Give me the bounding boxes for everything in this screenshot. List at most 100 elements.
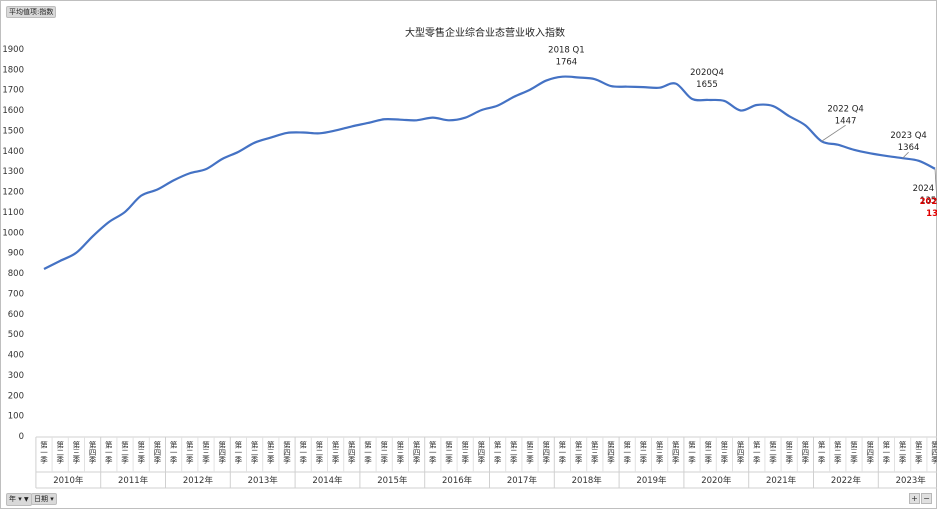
year-tick-label: 2011年 [118,475,149,486]
quarter-tick-label: 第一季 [169,440,178,465]
quarter-tick-label: 第三季 [655,440,664,465]
quarter-tick-label: 第一季 [493,440,502,465]
quarter-tick-label: 第一季 [428,440,437,465]
quarter-tick-label: 第二季 [574,440,583,465]
collapse-button[interactable]: − [921,493,932,504]
year-tick-label: 2020年 [701,475,732,486]
y-tick-label: 200 [8,391,24,401]
year-field-button[interactable]: 年 ▾ ▼ [6,493,32,506]
quarter-tick-label: 第一季 [622,440,631,465]
annotation-leader [902,151,909,159]
y-tick-label: 1000 [2,228,24,238]
quarter-tick-label: 第四季 [153,440,162,465]
y-tick-label: 1600 [2,106,24,116]
y-tick-label: 1800 [2,65,24,75]
year-tick-label: 2015年 [377,475,408,486]
quarter-tick-label: 第二季 [315,440,324,465]
quarter-tick-label: 第三季 [849,440,858,465]
year-tick-label: 2016年 [442,475,473,486]
annotation-label: 2022 Q4 [827,104,863,114]
quarter-tick-label: 第三季 [914,440,923,465]
year-tick-label: 2022年 [831,475,862,486]
annotation-label: 2018 Q1 [548,46,584,56]
quarter-tick-label: 第四季 [541,440,550,465]
quarter-tick-label: 第三季 [784,440,793,465]
quarter-tick-label: 第四季 [865,440,874,465]
quarter-tick-label: 第一季 [882,440,891,465]
quarter-tick-label: 第二季 [250,440,259,465]
quarter-tick-label: 第二季 [185,440,194,465]
y-tick-label: 1900 [2,45,24,55]
quarter-tick-label: 第二季 [768,440,777,465]
filter-icon: ▼ [23,496,29,503]
quarter-tick-label: 第三季 [331,440,340,465]
y-tick-label: 1200 [2,188,24,198]
annotation-value: 1351 [920,196,937,206]
quarter-tick-label: 第一季 [558,440,567,465]
quarter-tick-label: 第四季 [347,440,356,465]
y-tick-label: 700 [8,289,24,299]
value-field-button[interactable]: 平均值项:指数 [6,6,57,18]
quarter-tick-label: 第二季 [703,440,712,465]
quarter-tick-label: 第三季 [396,440,405,465]
quarter-tick-label: 第三季 [720,440,729,465]
quarter-tick-label: 第二季 [55,440,64,465]
annotation-group: 2018 Q1 1764 2020Q4 1655 2022 Q4 1447 2023 Q4 1… [548,46,937,219]
quarter-tick-label: 第三季 [72,440,81,465]
quarter-tick-label: 第二季 [639,440,648,465]
y-tick-label: 1300 [2,167,24,177]
year-tick-label: 2010年 [53,475,84,486]
year-tick-label: 2023年 [896,475,927,486]
annotation-value: 1447 [835,116,857,126]
y-tick-label: 1500 [2,126,24,136]
dropdown-icon: ▾ [50,495,54,503]
y-tick-label: 1400 [2,147,24,157]
quarter-tick-label: 第三季 [266,440,275,465]
date-field-label: 日期 [34,495,48,503]
year-tick-label: 2014年 [312,475,343,486]
quarter-tick-label: 第二季 [120,440,129,465]
quarter-tick-label: 第四季 [477,440,486,465]
quarter-tick-label: 第一季 [234,440,243,465]
y-tick-label: 400 [8,351,24,361]
quarter-tick-label: 第三季 [460,440,469,465]
quarter-tick-label: 第一季 [298,440,307,465]
quarter-tick-label: 第一季 [687,440,696,465]
y-tick-label: 0 [19,432,24,442]
expand-button[interactable]: + [909,493,920,504]
year-tick-label: 2021年 [766,475,797,486]
quarter-tick-label: 第四季 [88,440,97,465]
quarter-tick-label: 第一季 [752,440,761,465]
y-tick-label: 100 [8,412,24,422]
year-tick-label: 2019年 [636,475,667,486]
annotation-label: 2020Q4 [690,68,724,78]
y-tick-label: 1700 [2,86,24,96]
quarter-tick-label: 第二季 [898,440,907,465]
quarter-tick-label: 第四季 [671,440,680,465]
annotation-label: 2024Q2 [920,197,937,207]
year-tick-label: 2012年 [183,475,214,486]
year-field-label: 年 [9,495,16,503]
quarter-tick-label: 第四季 [736,440,745,465]
quarter-tick-label: 第一季 [363,440,372,465]
annotation-label: 2023 Q4 [890,131,926,141]
annotation-leader [821,124,846,142]
annotation-value: 1655 [696,80,718,90]
quarter-tick-label: 第一季 [104,440,113,465]
annotation-label: 2024 Q1 [913,184,937,194]
date-field-button[interactable]: 日期 ▾ [31,493,57,505]
y-tick-label: 500 [8,330,24,340]
quarter-tick-label: 第二季 [833,440,842,465]
year-tick-label: 2017年 [507,475,538,486]
y-tick-label: 1100 [2,208,24,218]
quarter-tick-label: 第三季 [136,440,145,465]
dropdown-icon: ▾ [18,495,22,503]
quarter-tick-label: 第四季 [606,440,615,465]
series-group [43,75,936,270]
quarter-tick-label: 第二季 [509,440,518,465]
quarter-tick-label: 第四季 [412,440,421,465]
quarter-tick-label: 第三季 [590,440,599,465]
year-tick-label: 2013年 [248,475,279,486]
